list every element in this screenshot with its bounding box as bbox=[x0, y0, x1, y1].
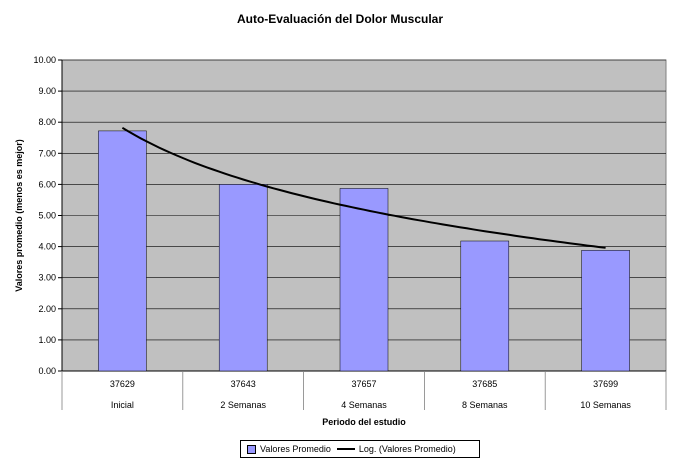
y-tick-label: 8.00 bbox=[38, 117, 56, 127]
y-tick-label: 1.00 bbox=[38, 335, 56, 345]
x-category-label: 8 Semanas bbox=[462, 400, 508, 410]
y-tick-label: 6.00 bbox=[38, 179, 56, 189]
x-category-code: 37699 bbox=[593, 379, 618, 389]
legend-item-trendline: Log. (Valores Promedio) bbox=[336, 444, 456, 454]
y-tick-label: 0.00 bbox=[38, 366, 56, 376]
legend-swatch-bars bbox=[247, 444, 256, 454]
y-tick-label: 4.00 bbox=[38, 242, 56, 252]
x-category-code: 37629 bbox=[110, 379, 135, 389]
x-category-label: Inicial bbox=[111, 400, 134, 410]
chart-svg: 0.00 1.00 2.00 3.00 4.00 5.00 6.00 7.00 8.00 9.00… bbox=[14, 55, 667, 427]
y-axis-title: Valores promedio (menos es mejor) bbox=[14, 139, 24, 292]
x-category-code: 37685 bbox=[472, 379, 497, 389]
bar bbox=[98, 130, 147, 372]
y-tick-label: 5.00 bbox=[38, 211, 56, 221]
legend-label-bars: Valores Promedio bbox=[260, 444, 331, 454]
x-category-label: 2 Semanas bbox=[220, 400, 266, 410]
trendline bbox=[121, 126, 606, 249]
bar bbox=[218, 184, 268, 372]
bar bbox=[460, 240, 510, 372]
x-category-code: 37643 bbox=[231, 379, 256, 389]
bar bbox=[339, 188, 389, 372]
chart-title: Auto-Evaluación del Dolor Muscular bbox=[236, 12, 444, 26]
x-category-label: 4 Semanas bbox=[341, 400, 387, 410]
x-category-code: 37657 bbox=[351, 379, 376, 389]
legend-item-bars: Valores Promedio bbox=[247, 444, 331, 454]
y-tick-label: 2.00 bbox=[38, 304, 56, 314]
y-tick-label: 7.00 bbox=[38, 148, 56, 158]
legend-label-trendline: Log. (Valores Promedio) bbox=[358, 444, 456, 454]
x-axis-title: Periodo del estudio bbox=[322, 417, 406, 427]
y-tick-label: 9.00 bbox=[38, 86, 56, 96]
y-tick-label: 10.00 bbox=[33, 55, 56, 65]
bar bbox=[581, 250, 630, 372]
legend: Valores Promedio Log. (Valores Promedio) bbox=[240, 440, 480, 458]
y-tick-label: 3.00 bbox=[38, 273, 56, 283]
legend-swatch-trendline bbox=[336, 448, 355, 450]
x-category-label: 10 Semanas bbox=[580, 400, 631, 410]
